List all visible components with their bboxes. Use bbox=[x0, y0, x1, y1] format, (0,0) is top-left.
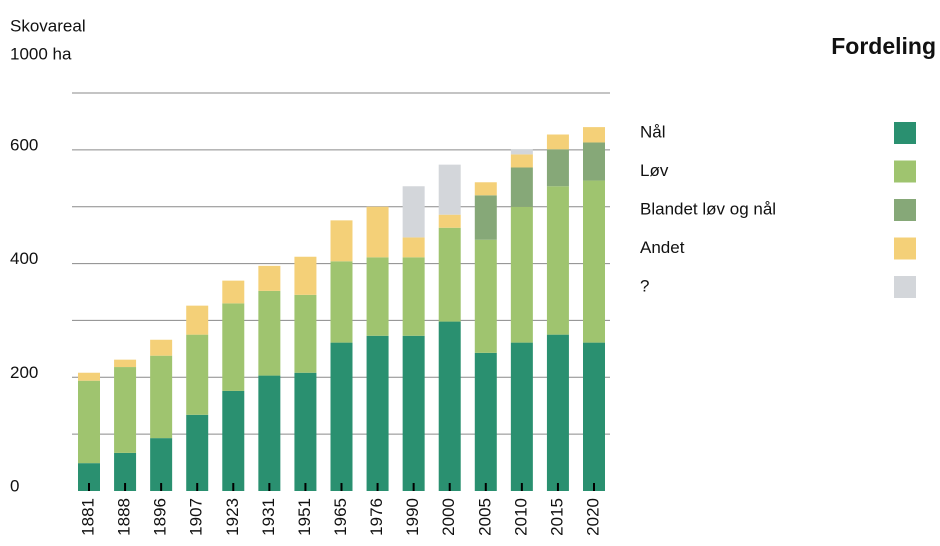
bar-segment bbox=[294, 372, 317, 491]
y-tick-label: 600 bbox=[10, 135, 38, 154]
x-tick-label: 1923 bbox=[223, 498, 242, 536]
bar-segment bbox=[546, 149, 569, 187]
y-axis-label: Skovareal bbox=[10, 16, 86, 35]
bar-segment bbox=[546, 186, 569, 335]
bar-segment bbox=[78, 372, 100, 381]
bar-segment bbox=[150, 438, 173, 491]
legend-label: Blandet løv og nål bbox=[640, 199, 776, 218]
x-tick-label: 1881 bbox=[78, 498, 97, 536]
bar-segment bbox=[510, 154, 533, 168]
legend-label: ? bbox=[640, 276, 649, 295]
bar-segment bbox=[583, 127, 605, 143]
bar-segment bbox=[402, 186, 425, 238]
bar-segment bbox=[546, 134, 569, 150]
x-tick-label: 1965 bbox=[331, 498, 350, 536]
bar-segment bbox=[258, 290, 281, 376]
legend-label: Nål bbox=[640, 122, 666, 141]
bar-segment bbox=[474, 182, 497, 196]
bar-segment bbox=[294, 294, 317, 373]
bar-segment bbox=[510, 342, 533, 491]
bar-segment bbox=[186, 334, 209, 415]
bar-segment bbox=[438, 227, 461, 322]
legend-label: Andet bbox=[640, 238, 685, 257]
x-tick-label: 2020 bbox=[583, 498, 602, 536]
bar-segment bbox=[583, 342, 605, 491]
bar-segment bbox=[583, 142, 605, 181]
bar-segment bbox=[366, 206, 389, 258]
y-tick-label: 200 bbox=[10, 363, 38, 382]
bar-segment bbox=[510, 149, 533, 155]
bar-segment bbox=[546, 334, 569, 491]
y-axis-unit: 1000 ha bbox=[10, 44, 72, 63]
bar-segment bbox=[78, 380, 100, 464]
bar-segment bbox=[510, 206, 533, 343]
bar-segment bbox=[78, 463, 100, 491]
bar-segment bbox=[330, 261, 353, 343]
bar-segment bbox=[330, 342, 353, 491]
x-tick-label: 2005 bbox=[475, 498, 494, 536]
x-tick-label: 2015 bbox=[547, 498, 566, 536]
x-tick-label: 1888 bbox=[115, 498, 134, 536]
bar-segment bbox=[366, 335, 389, 491]
x-tick-label: 1990 bbox=[403, 498, 422, 536]
bar-segment bbox=[438, 214, 461, 228]
x-tick-label: 1896 bbox=[151, 498, 170, 536]
legend-swatch bbox=[894, 237, 916, 260]
legend-title: Fordeling bbox=[831, 33, 936, 59]
bar-segment bbox=[258, 375, 281, 491]
bar-segment bbox=[366, 257, 389, 336]
y-tick-label: 400 bbox=[10, 249, 38, 268]
y-tick-label: 0 bbox=[10, 476, 19, 495]
bar-segment bbox=[114, 367, 137, 453]
bar-segment bbox=[438, 164, 461, 215]
bar-segment bbox=[402, 335, 425, 491]
x-tick-label: 1931 bbox=[259, 498, 278, 536]
legend-swatch bbox=[894, 276, 916, 298]
legend-swatch bbox=[894, 160, 916, 183]
bar-segment bbox=[186, 414, 209, 491]
bar-segment bbox=[186, 305, 209, 335]
x-tick-label: 1976 bbox=[367, 498, 386, 536]
bar-segment bbox=[583, 180, 605, 343]
bar-segment bbox=[294, 256, 317, 295]
bar-segment bbox=[222, 390, 245, 491]
bar-segment bbox=[330, 220, 353, 262]
bar-segment bbox=[114, 452, 137, 491]
bar-segment bbox=[474, 352, 497, 491]
bar-segment bbox=[474, 195, 497, 240]
x-tick-label: 2010 bbox=[511, 498, 530, 536]
bar-segment bbox=[438, 321, 461, 491]
bar-segment bbox=[150, 355, 173, 439]
legend-swatch bbox=[894, 199, 916, 221]
bar-segment bbox=[150, 339, 173, 356]
bar-segment bbox=[258, 265, 281, 291]
bar-segment bbox=[114, 359, 137, 368]
bar-segment bbox=[510, 167, 533, 207]
x-tick-label: 1951 bbox=[295, 498, 314, 536]
bar-segment bbox=[402, 237, 425, 258]
bar-segment bbox=[222, 280, 245, 304]
bar-segment bbox=[222, 303, 245, 391]
x-tick-label: 1907 bbox=[187, 498, 206, 536]
bar-segment bbox=[402, 257, 425, 336]
bar-segment bbox=[474, 239, 497, 353]
legend-swatch bbox=[894, 122, 916, 144]
x-tick-label: 2000 bbox=[439, 498, 458, 536]
legend-label: Løv bbox=[640, 161, 669, 180]
